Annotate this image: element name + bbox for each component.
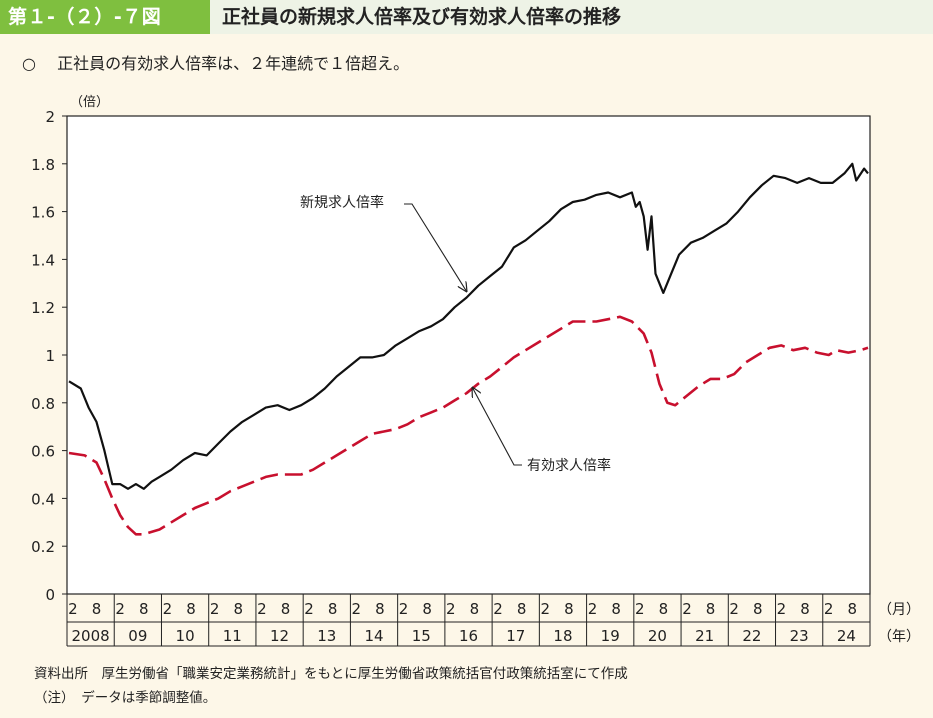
annotation-label-shinki: 新規求人倍率 (300, 194, 384, 211)
x-month-label: 8 (233, 600, 243, 618)
x-year-label: 2008 (72, 627, 110, 645)
x-year-label: 20 (648, 627, 667, 645)
y-tick-label: 0.6 (31, 443, 55, 461)
x-month-label: 2 (257, 600, 267, 618)
x-year-unit: （年） (878, 629, 920, 645)
y-tick-label: 2 (45, 108, 55, 126)
y-axis-unit: （倍） (70, 95, 109, 110)
figure-title: 正社員の新規求人倍率及び有効求人倍率の推移 (222, 6, 622, 28)
x-month-label: 2 (210, 600, 220, 618)
summary-line: ○ 正社員の有効求人倍率は、２年連続で１倍超え。 (22, 50, 409, 74)
x-month-label: 2 (352, 600, 362, 618)
x-month-label: 2 (115, 600, 125, 618)
x-year-label: 15 (412, 627, 431, 645)
figure-number: 第１-（２）-７図 (0, 0, 210, 34)
x-month-label: 2 (777, 600, 787, 618)
x-year-label: 19 (601, 627, 620, 645)
x-month-label: 8 (848, 600, 858, 618)
summary-text: 正社員の有効求人倍率は、２年連続で１倍超え。 (57, 54, 410, 73)
x-month-label: 8 (281, 600, 291, 618)
x-month-label: 2 (635, 600, 645, 618)
x-month-label: 2 (399, 600, 409, 618)
x-month-label: 2 (540, 600, 550, 618)
series-line-yuko (68, 315, 869, 536)
x-year-label: 14 (364, 627, 383, 645)
x-month-label: 2 (163, 600, 173, 618)
x-month-label: 8 (517, 600, 527, 618)
x-year-label: 22 (742, 627, 761, 645)
data-note: （注） データは季節調整値。 (34, 690, 217, 706)
x-year-label: 09 (128, 627, 147, 645)
x-month-label: 2 (446, 600, 456, 618)
x-month-label: 8 (186, 600, 196, 618)
x-month-label: 8 (611, 600, 621, 618)
x-month-label: 8 (800, 600, 810, 618)
x-month-label: 8 (753, 600, 763, 618)
x-month-label: 8 (92, 600, 102, 618)
y-tick-label: 1 (45, 347, 55, 365)
x-month-label: 2 (304, 600, 314, 618)
x-year-label: 18 (553, 627, 572, 645)
x-month-label: 8 (659, 600, 669, 618)
x-year-label: 16 (459, 627, 478, 645)
y-tick-label: 1.8 (31, 156, 55, 174)
series-line-shinki (68, 162, 869, 490)
header-bar: 第１-（２）-７図 正社員の新規求人倍率及び有効求人倍率の推移 (0, 0, 933, 34)
annotation-arrow-shinki (404, 203, 467, 291)
chart-series (68, 162, 869, 536)
x-month-label: 8 (564, 600, 574, 618)
x-month-label: 2 (493, 600, 503, 618)
x-month-label: 2 (588, 600, 598, 618)
x-year-label: 17 (506, 627, 525, 645)
y-tick-label: 0.2 (31, 538, 55, 556)
x-month-unit: （月） (878, 602, 920, 618)
annotation-label-yuko: 有効求人倍率 (527, 457, 611, 474)
x-year-label: 11 (223, 627, 242, 645)
x-month-label: 2 (824, 600, 834, 618)
y-tick-label: 1.4 (31, 251, 55, 269)
x-month-label: 8 (328, 600, 338, 618)
x-year-label: 21 (695, 627, 714, 645)
x-month-label: 8 (422, 600, 432, 618)
x-month-label: 2 (68, 600, 78, 618)
y-tick-label: 0.8 (31, 395, 55, 413)
bullet-circle: ○ (22, 54, 36, 73)
x-year-label: 12 (270, 627, 289, 645)
source-note: 資料出所 厚生労働省「職業安定業務統計」をもとに厚生労働省政策統括官付政策統括室… (34, 666, 628, 682)
x-month-label: 2 (729, 600, 739, 618)
x-month-label: 8 (706, 600, 716, 618)
x-year-label: 10 (176, 627, 195, 645)
annotation-arrow-yuko (473, 388, 522, 466)
x-month-label: 8 (470, 600, 480, 618)
y-tick-label: 1.6 (31, 204, 55, 222)
x-month-label: 2 (682, 600, 692, 618)
x-year-label: 13 (317, 627, 336, 645)
y-tick-label: 0.4 (31, 490, 55, 508)
plot-area (66, 115, 871, 595)
x-month-label: 8 (375, 600, 385, 618)
x-month-label: 8 (139, 600, 149, 618)
y-tick-label: 1.2 (31, 299, 55, 317)
x-year-label: 23 (790, 627, 809, 645)
y-tick-label: 0 (45, 586, 55, 604)
x-year-label: 24 (837, 627, 856, 645)
